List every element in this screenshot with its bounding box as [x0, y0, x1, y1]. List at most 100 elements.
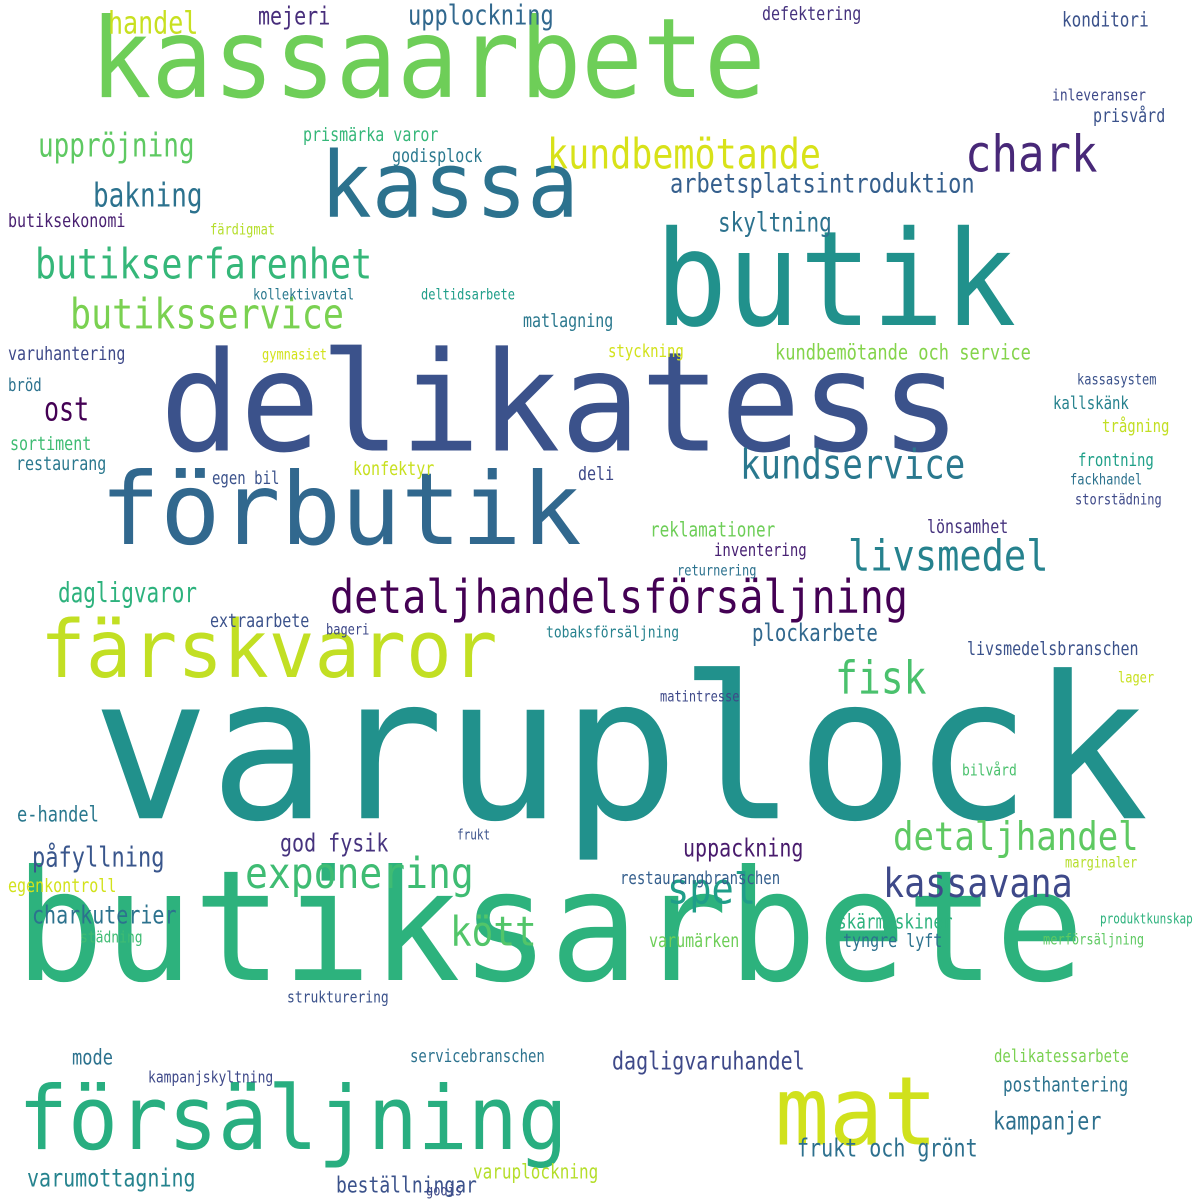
word-prismarka-varor: prismärka varor	[303, 123, 439, 146]
word-dagligvaruhandel: dagligvaruhandel	[612, 1045, 805, 1076]
word-restaurang: restaurang	[16, 452, 107, 475]
word-frontning: frontning	[1078, 450, 1154, 471]
word-tobaksforsaljning: tobaksförsäljning	[546, 623, 680, 643]
word-matintresse: matintresse	[660, 687, 740, 706]
word-arbetsplatsintroduktion: arbetsplatsintroduktion	[670, 169, 975, 200]
word-skarmaskiner: skärmaskiner	[837, 909, 953, 934]
word-livsmedel: livsmedel	[848, 531, 1049, 581]
word-konfektyr: konfektyr	[353, 457, 435, 480]
word-reklamationer: reklamationer	[650, 517, 776, 542]
word-delikatessarbete: delikatessarbete	[994, 1046, 1129, 1067]
word-frukt-och-gront: frukt och grönt	[797, 1132, 978, 1163]
word-detaljhandel: detaljhandel	[893, 814, 1139, 861]
word-bestallningar: beställningar	[336, 1172, 477, 1199]
word-mejeri: mejeri	[258, 0, 331, 31]
word-plockarbete: plockarbete	[752, 619, 878, 647]
word-mat: mat	[775, 1056, 938, 1168]
word-varuhantering: varuhantering	[8, 342, 126, 365]
word-livsmedelsbranschen: livsmedelsbranschen	[967, 637, 1139, 660]
word-kassavana: kassavana	[883, 861, 1073, 908]
word-fackhandel: fackhandel	[1070, 470, 1143, 489]
word-tragning: trågning	[1102, 416, 1170, 437]
word-varumarken: varumärken	[649, 929, 740, 952]
word-butiksekonomi: butiksekonomi	[8, 209, 126, 232]
word-godis: godis	[426, 1181, 463, 1200]
word-mode: mode	[72, 1045, 113, 1071]
word-varuplockning: varuplockning	[473, 1159, 599, 1184]
word-inventering: inventering	[714, 540, 807, 561]
word-kundservice: kundservice	[740, 441, 966, 490]
word-posthantering: posthantering	[1003, 1072, 1129, 1097]
word-uppackning: uppackning	[683, 832, 804, 863]
word-forbutik: förbutik	[100, 451, 582, 568]
word-strukturering: strukturering	[287, 988, 389, 1008]
word-butikserfarenhet: butikserfarenhet	[35, 241, 373, 290]
word-bilvard: bilvård	[962, 761, 1017, 781]
word-returnering: returnering	[677, 561, 757, 580]
word-fardigmat: färdigmat	[210, 220, 276, 239]
word-bakning: bakning	[93, 177, 203, 215]
word-restaurangbranschen: restaurangbranschen	[620, 868, 781, 889]
word-fisk: fisk	[835, 651, 927, 705]
word-godisplock: godisplock	[392, 144, 483, 167]
word-skyltning: skyltning	[718, 207, 832, 238]
word-kallskank: kallskänk	[1053, 393, 1129, 414]
word-kassaarbete: kassaarbete	[90, 0, 766, 124]
word-upplockning: upplockning	[408, 0, 554, 32]
word-gymnasiet: gymnasiet	[262, 345, 328, 364]
word-varumottagning: varumottagning	[27, 1162, 196, 1193]
word-kassa: kassa	[320, 132, 579, 239]
word-frukt: frukt	[457, 826, 491, 843]
word-e-handel: e-handel	[17, 802, 99, 828]
word-produktkunskap: produktkunskap	[1100, 910, 1193, 927]
word-kollektivavtal: kollektivavtal	[253, 285, 355, 304]
word-brod: bröd	[8, 375, 42, 396]
word-deli: deli	[578, 462, 615, 485]
word-forsaljning: försäljning	[18, 1067, 568, 1171]
word-marginaler: marginaler	[1065, 853, 1138, 872]
word-kassasystem: kassasystem	[1077, 370, 1157, 389]
word-charkuterier: charkuterier	[32, 899, 177, 930]
word-defektering: defektering	[762, 2, 862, 25]
word-deltidsarbete: deltidsarbete	[421, 285, 515, 304]
word-delikatess: delikatess	[160, 323, 961, 484]
word-stadning: städning	[80, 928, 143, 948]
word-egenkontroll: egenkontroll	[8, 874, 117, 897]
word-inleveranser: inleveranser	[1052, 86, 1146, 106]
word-kundbemotande: kundbemötande	[547, 131, 821, 180]
word-prisvard: prisvård	[1093, 104, 1166, 127]
word-kampanjskyltning: kampanjskyltning	[148, 1068, 274, 1088]
word-kott: kött	[450, 908, 537, 956]
word-lager: lager	[1118, 668, 1155, 687]
word-dagligvaror: dagligvaror	[58, 577, 198, 609]
word-farskvaror: färskvaror	[40, 602, 498, 697]
word-bageri: bageri	[326, 620, 370, 639]
word-egen-bil: egen bil	[212, 468, 280, 489]
word-varuplock: varuplock	[92, 633, 1149, 866]
word-lonsamhet: lönsamhet	[927, 515, 1009, 538]
word-handel: handel	[108, 4, 199, 41]
word-konditori: konditori	[1062, 7, 1149, 32]
word-kampanjer: kampanjer	[993, 1105, 1102, 1136]
word-storstadning: storstädning	[1075, 490, 1162, 509]
word-sortiment: sortiment	[10, 432, 92, 455]
word-upprojning: uppröjning	[38, 127, 195, 165]
word-tyngre-lyft: tyngre lyft	[843, 929, 943, 952]
word-chark: chark	[965, 125, 1098, 185]
word-servicebranschen: servicebranschen	[410, 1046, 545, 1067]
word-butiksarbete: butiksarbete	[15, 837, 1085, 1017]
word-extraarbete: extraarbete	[210, 609, 310, 632]
word-detaljhandelsforsaljning: detaljhandelsförsäljning	[330, 571, 908, 625]
word-matlagning: matlagning	[523, 309, 614, 332]
word-styckning: styckning	[608, 341, 684, 362]
word-spel: spel	[667, 864, 757, 914]
word-kundbemotande-och-service: kundbemötande och service	[775, 340, 1031, 366]
word-butiksservice: butiksservice	[70, 291, 344, 340]
word-ost: ost	[44, 390, 90, 429]
word-butik: butik	[655, 204, 1017, 357]
word-god-fysik: god fysik	[280, 827, 389, 858]
word-merforsaljning: merförsäljning	[1043, 930, 1145, 949]
word-exponering: exponering	[245, 848, 474, 898]
word-pafyllning: påfyllning	[32, 842, 165, 874]
